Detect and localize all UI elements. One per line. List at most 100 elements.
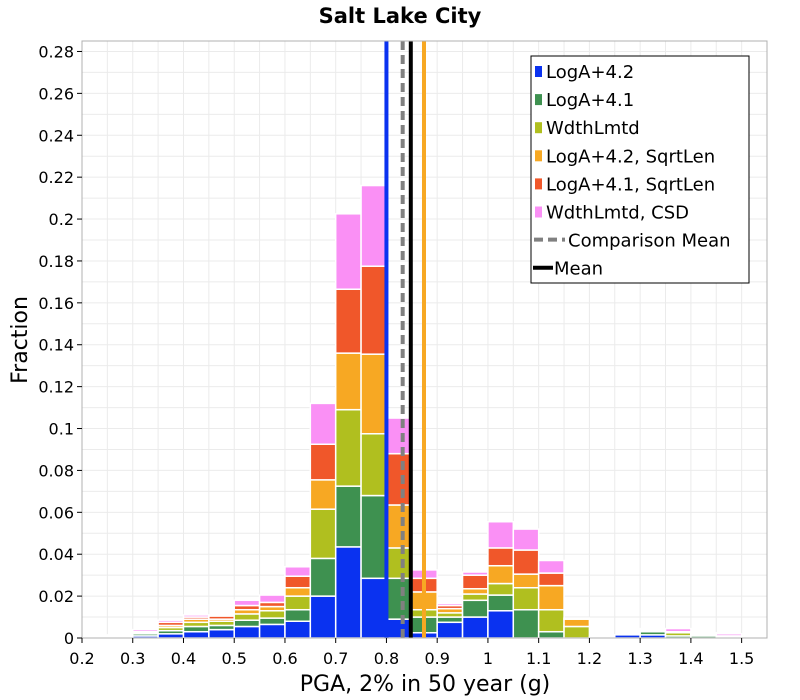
bar-segment	[284, 575, 312, 589]
y-tick-label: 0.02	[38, 587, 74, 606]
y-tick-label: 0.22	[38, 168, 74, 187]
bar-segment	[284, 620, 312, 639]
bar-segment	[258, 594, 286, 604]
bar-segment	[385, 504, 413, 549]
bar-segment	[284, 566, 312, 577]
bar-segment	[309, 479, 337, 510]
bar-segment	[360, 433, 388, 497]
legend-label: Mean	[554, 259, 603, 280]
x-tick-label: 1.2	[577, 649, 602, 668]
legend-label: LogA+4.1, SqrtLen	[546, 174, 715, 195]
bar-segment	[436, 602, 464, 607]
bar-segment	[360, 494, 388, 580]
bar-segment	[309, 508, 337, 560]
bar-segment	[436, 616, 464, 624]
bar-segment	[461, 571, 489, 576]
bar-segment	[385, 547, 413, 580]
bar-segment	[360, 184, 388, 267]
bar-segment	[385, 618, 413, 639]
bar-segment	[309, 557, 337, 597]
bar-segment	[461, 599, 489, 618]
y-tick-label: 0.1	[49, 420, 74, 439]
bar-segment	[512, 573, 540, 589]
bar-segment	[461, 588, 489, 595]
x-tick-label: 0.6	[272, 649, 297, 668]
legend-label: WdthLmtd, CSD	[546, 203, 689, 224]
legend-swatch	[535, 66, 542, 77]
legend: LogA+4.2 LogA+4.1 WdthLmtd LogA+4.2, SqrtLe…	[530, 55, 750, 284]
bar-segment	[284, 608, 312, 622]
y-tick-label: 0.08	[38, 461, 74, 480]
legend-label: WdthLmtd	[546, 118, 640, 139]
bar-segment	[309, 595, 337, 639]
x-tick-label: 0.2	[69, 649, 94, 668]
y-tick-label: 0.12	[38, 378, 74, 397]
bar-segment	[208, 614, 235, 617]
legend-box	[530, 55, 750, 284]
legend-swatch	[535, 206, 542, 218]
bar-segment	[385, 452, 413, 506]
bar-segment	[664, 627, 692, 633]
y-tick-label: 0.24	[38, 126, 74, 145]
x-tick-label: 0.5	[221, 649, 246, 668]
bar-segment	[461, 616, 489, 639]
bar-segment	[563, 617, 591, 620]
bar-segment	[537, 559, 565, 574]
bar-segment	[233, 625, 261, 639]
bar-segment	[182, 625, 210, 633]
bar-segment	[334, 485, 362, 548]
bar-segment	[334, 352, 362, 411]
y-axis-label: Fraction	[8, 296, 33, 384]
bar-segment	[487, 520, 515, 549]
bar-segment	[563, 618, 591, 628]
bar-segment	[182, 614, 210, 618]
bar-segment	[284, 595, 312, 611]
x-axis-label: PGA, 2% in 50 year (g)	[300, 672, 551, 697]
bar-segment	[258, 617, 286, 626]
legend-label: LogA+4.2, SqrtLen	[546, 146, 715, 167]
bar-segment	[537, 608, 565, 633]
bar-segment	[537, 572, 565, 587]
bar-segment	[258, 623, 286, 639]
bar-segment	[436, 621, 464, 639]
bar-segment	[334, 213, 362, 290]
legend-swatch	[535, 150, 542, 162]
x-tick-label: 1.1	[526, 649, 551, 668]
legend-swatch	[535, 178, 542, 190]
x-tick-label: 0.8	[374, 649, 399, 668]
bar-segment	[461, 574, 489, 590]
x-tick-label: 1.3	[627, 649, 652, 668]
bar-segment	[487, 594, 515, 612]
y-axis: 0 0.02 0.04 0.06 0.08 0.1 0.12 0.14 0.16 0.18 0.2 0…	[38, 42, 82, 648]
x-axis: 0.2 0.3 0.4 0.5 0.6 0.7 0.8 0.9 1 1.1 1.2 1.3 1.4 1.5	[69, 638, 754, 668]
mean-lines	[384, 41, 426, 638]
bar-stacks	[106, 184, 768, 639]
legend-swatch	[535, 122, 542, 134]
y-tick-label: 0.06	[38, 503, 74, 522]
y-tick-label: 0.04	[38, 545, 74, 564]
bar-segment	[690, 632, 718, 635]
bar-segment	[258, 610, 286, 619]
bar-segment	[334, 546, 362, 639]
x-tick-label: 1	[483, 649, 493, 668]
bar-segment	[537, 630, 565, 639]
bar-segment	[639, 627, 667, 631]
legend-label: Comparison Mean	[568, 231, 731, 252]
plot-frame	[81, 40, 768, 639]
bar-segment	[131, 628, 159, 633]
y-tick-label: 0.16	[38, 294, 74, 313]
y-tick-label: 0	[64, 629, 74, 648]
x-tick-label: 1.5	[729, 649, 754, 668]
bar-segment	[461, 593, 489, 602]
bar-segment	[487, 610, 515, 639]
legend-label: LogA+4.2	[546, 62, 634, 83]
x-tick-label: 1.4	[678, 649, 703, 668]
bar-segment	[208, 628, 235, 639]
x-tick-label: 0.4	[171, 649, 196, 668]
y-tick-label: 0.18	[38, 252, 74, 271]
bar-segment	[512, 549, 540, 575]
bar-segment	[487, 582, 515, 596]
bar-segment	[487, 564, 515, 585]
bar-segment	[360, 353, 388, 435]
